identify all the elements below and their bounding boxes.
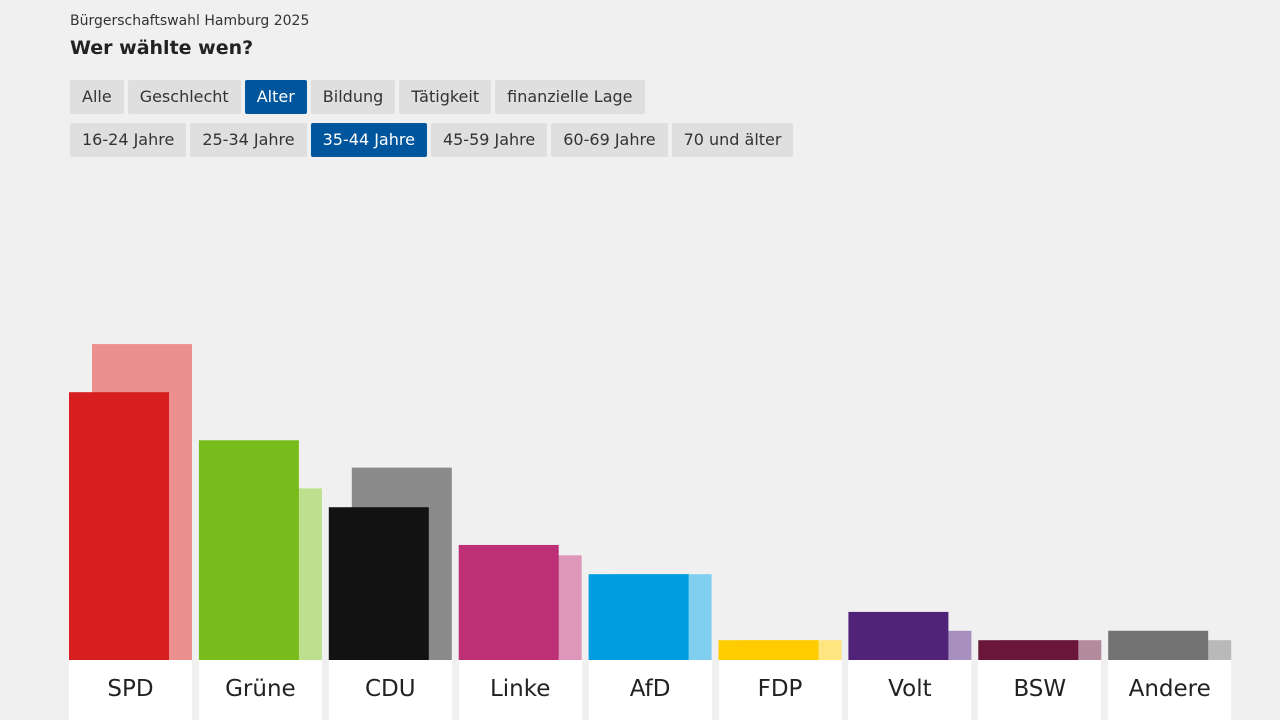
- tab-60-69[interactable]: 60-69 Jahre: [551, 123, 668, 157]
- category-label: CDU: [328, 660, 452, 720]
- bar-overall-afd: [611, 574, 712, 660]
- tab-taetigkeit[interactable]: Tätigkeit: [399, 80, 492, 114]
- tab-35-44[interactable]: 35-44 Jahre: [310, 123, 427, 157]
- category-label: Grüne: [198, 660, 322, 720]
- tab-70-plus[interactable]: 70 und älter: [671, 123, 794, 157]
- bar-overall-volt: [871, 630, 972, 660]
- tab-alle[interactable]: Alle: [70, 80, 124, 114]
- tab-bildung[interactable]: Bildung: [310, 80, 396, 114]
- bar-overall-cdu: [351, 467, 452, 660]
- tab-16-24[interactable]: 16-24 Jahre: [70, 123, 187, 157]
- bar-overall-andere: [1131, 640, 1232, 660]
- category-label: Volt: [848, 660, 972, 720]
- category-label: Andere: [1108, 660, 1232, 720]
- chart-supertitle: Bürgerschaftswahl Hamburg 2025: [70, 13, 310, 29]
- chart-title: Wer wählte wen?: [70, 37, 254, 59]
- age-filter-tabs: 16-24 Jahre 25-34 Jahre 35-44 Jahre 45-5…: [70, 123, 794, 157]
- bar-group-fdp: [718, 640, 819, 660]
- bar-group-spd: [69, 392, 169, 660]
- category-label: Linke: [458, 660, 582, 720]
- tab-geschlecht[interactable]: Geschlecht: [127, 80, 241, 114]
- tab-45-59[interactable]: 45-59 Jahre: [430, 123, 548, 157]
- category-label: AfD: [588, 660, 712, 720]
- category-filter-tabs: Alle Geschlecht Alter Bildung Tätigkeit …: [70, 80, 645, 114]
- tab-25-34[interactable]: 25-34 Jahre: [190, 123, 307, 157]
- bar-overall-fdp: [741, 640, 842, 660]
- bar-group-afd: [588, 574, 689, 660]
- tab-finanzielle-lage[interactable]: finanzielle Lage: [495, 80, 645, 114]
- bar-group-andere: [1108, 630, 1209, 660]
- category-label: BSW: [978, 660, 1102, 720]
- bar-overall-linke: [481, 555, 582, 660]
- category-label: SPD: [69, 660, 192, 720]
- tab-alter[interactable]: Alter: [244, 80, 307, 114]
- bar-group-volt: [848, 611, 949, 660]
- bar-group-cdu: [328, 507, 429, 660]
- category-label: FDP: [718, 660, 842, 720]
- bar-group-grüne: [198, 440, 299, 660]
- bar-overall-spd: [92, 344, 192, 660]
- bar-overall-grüne: [221, 488, 322, 660]
- bar-group-linke: [458, 544, 559, 660]
- bar-group-bsw: [978, 640, 1079, 660]
- bar-overall-bsw: [1001, 640, 1102, 660]
